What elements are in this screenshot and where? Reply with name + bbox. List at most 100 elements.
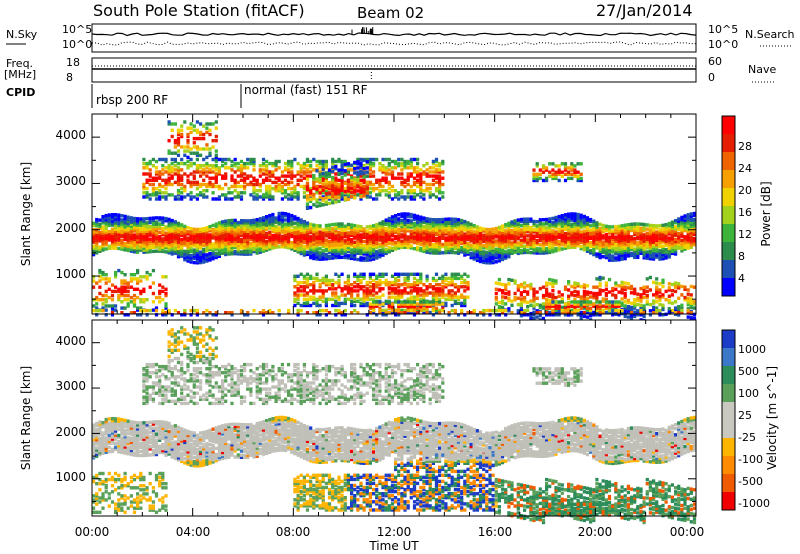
heatmap-cell: [551, 231, 555, 235]
heatmap-cell: [406, 224, 410, 229]
heatmap-cell: [114, 236, 118, 240]
heatmap-cell: [532, 298, 536, 302]
heatmap-cell: [554, 281, 558, 285]
heatmap-cell: [340, 224, 344, 228]
heatmap-cell: [120, 239, 124, 243]
heatmap-cell: [412, 272, 417, 276]
heatmap-cell: [438, 180, 442, 185]
heatmap-cell: [107, 279, 111, 283]
heatmap-cell: [645, 235, 649, 240]
heatmap-cell: [629, 237, 634, 241]
heatmap-cell: [378, 166, 382, 170]
heatmap-cell: [412, 191, 417, 195]
heatmap-cell: [394, 295, 398, 299]
heatmap-cell: [365, 280, 369, 285]
heatmap-cell: [176, 242, 181, 246]
heatmap-cell: [243, 161, 247, 166]
heatmap-cell: [450, 274, 454, 278]
heatmap-cell: [692, 220, 697, 224]
heatmap-cell: [633, 255, 637, 260]
heatmap-cell: [199, 184, 203, 189]
heatmap-cell: [466, 244, 470, 248]
heatmap-cell: [243, 252, 247, 256]
heatmap-cell: [340, 180, 344, 185]
heatmap-cell: [387, 248, 391, 252]
heatmap-cell: [604, 253, 608, 258]
heatmap-cell: [504, 225, 508, 229]
heatmap-cell: [412, 213, 417, 218]
heatmap-cell: [283, 182, 288, 187]
heatmap-cell: [441, 276, 445, 281]
heatmap-cell: [441, 176, 445, 180]
heatmap-cell: [362, 289, 366, 293]
heatmap-cell: [686, 219, 690, 223]
heatmap-cell: [661, 254, 665, 259]
heatmap-cell: [290, 197, 294, 201]
heatmap-cell: [356, 289, 360, 293]
heatmap-cell: [667, 240, 671, 244]
heatmap-cell: [309, 186, 313, 191]
heatmap-cell: [132, 277, 137, 281]
heatmap-cell: [554, 240, 558, 245]
heatmap-cell: [110, 240, 115, 244]
heatmap-cell: [434, 159, 439, 164]
heatmap-cell: [265, 235, 269, 240]
heatmap-cell: [441, 217, 445, 222]
heatmap-cell: [416, 280, 420, 285]
heatmap-cell: [356, 228, 360, 233]
heatmap-cell: [563, 225, 568, 229]
heatmap-cell: [434, 249, 439, 253]
heatmap-cell: [629, 235, 634, 239]
heatmap-cell: [230, 247, 234, 252]
heatmap-cell: [422, 216, 426, 220]
heatmap-cell: [318, 285, 322, 289]
heatmap-cell: [592, 240, 596, 244]
heatmap-cell: [243, 172, 247, 176]
heatmap-cell: [497, 259, 501, 263]
heatmap-cell: [375, 274, 379, 278]
heatmap-cell: [233, 225, 237, 229]
heatmap-cell: [601, 246, 605, 251]
heatmap-cell: [101, 229, 105, 233]
heatmap-cell: [535, 226, 539, 230]
heatmap-cell: [356, 245, 360, 249]
heatmap-cell: [438, 276, 442, 281]
heatmap-cell: [394, 222, 398, 226]
heatmap-cell: [214, 243, 218, 247]
heatmap-cell: [268, 197, 272, 201]
heatmap-cell: [532, 234, 536, 238]
heatmap-cell: [463, 228, 467, 232]
heatmap-cell: [626, 243, 630, 248]
heatmap-cell: [136, 281, 140, 285]
heatmap-cell: [312, 186, 316, 190]
heatmap-cell: [327, 201, 332, 206]
heatmap-cell: [689, 231, 693, 235]
heatmap-cell: [375, 285, 379, 289]
heatmap-cell: [403, 224, 407, 229]
heatmap-cell: [230, 239, 234, 243]
heatmap-cell: [221, 247, 225, 251]
heatmap-cell: [293, 221, 297, 225]
heatmap-cell: [519, 307, 523, 312]
heatmap-cell: [482, 260, 486, 265]
heatmap-cell: [504, 243, 508, 248]
heatmap-cell: [249, 233, 253, 237]
heatmap-cell: [271, 161, 275, 166]
heatmap-cell: [507, 221, 511, 225]
heatmap-cell: [258, 168, 262, 172]
heatmap-cell: [145, 164, 149, 168]
heatmap-cell: [164, 233, 168, 237]
heatmap-cell: [513, 250, 517, 254]
heatmap-cell: [211, 244, 215, 248]
heatmap-cell: [614, 258, 618, 262]
heatmap-cell: [368, 274, 372, 278]
heatmap-cell: [416, 218, 420, 223]
heatmap-cell: [652, 238, 656, 242]
heatmap-cell: [620, 240, 624, 245]
heatmap-cell: [110, 308, 115, 312]
heatmap-cell: [670, 245, 674, 249]
heatmap-cell: [346, 249, 350, 254]
heatmap-cell: [296, 293, 300, 297]
heatmap-cell: [567, 220, 571, 225]
heatmap-cell: [554, 300, 558, 304]
